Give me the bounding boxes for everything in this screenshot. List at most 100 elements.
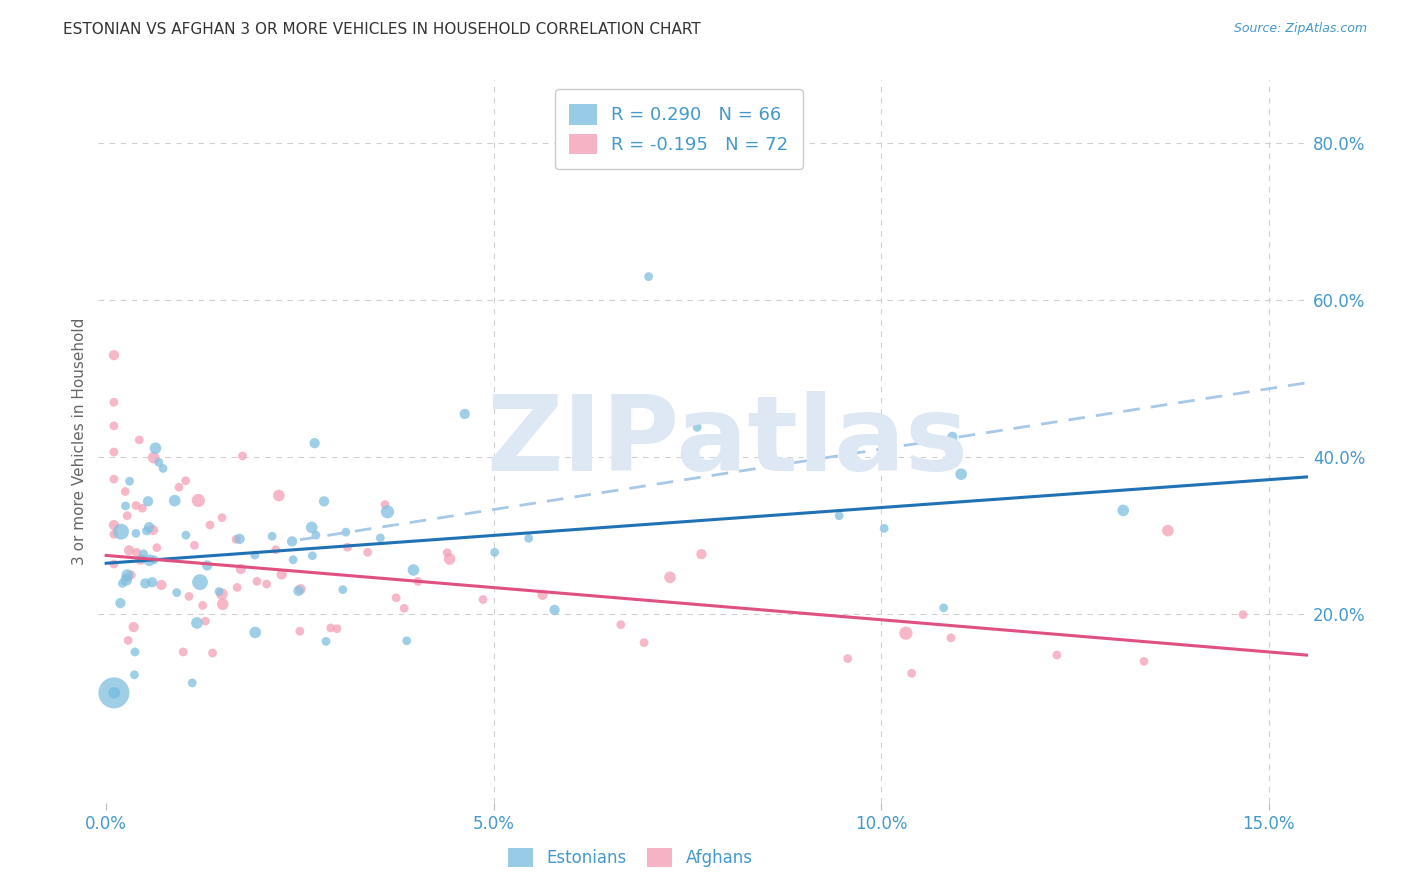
Point [939, 631, 962, 645]
Point [873, 521, 896, 535]
Point [288, 624, 311, 639]
Text: Source: ZipAtlas.com: Source: ZipAtlas.com [1233, 22, 1367, 36]
Point [246, 574, 269, 589]
Point [301, 520, 323, 534]
Text: ZIPatlas: ZIPatlas [486, 391, 969, 492]
Point [406, 574, 429, 589]
Text: ESTONIAN VS AFGHAN 3 OR MORE VEHICLES IN HOUSEHOLD CORRELATION CHART: ESTONIAN VS AFGHAN 3 OR MORE VEHICLES IN… [63, 22, 702, 37]
Point [1157, 524, 1180, 538]
Point [326, 622, 349, 636]
Point [894, 626, 917, 640]
Point [172, 645, 194, 659]
Point [143, 552, 166, 566]
Point [229, 562, 252, 576]
Point [148, 455, 170, 469]
Point [122, 620, 145, 634]
Point [103, 418, 125, 433]
Point [110, 524, 132, 539]
Point [114, 499, 136, 513]
Point [436, 546, 458, 560]
Point [256, 577, 278, 591]
Point [146, 541, 169, 555]
Point [132, 547, 155, 561]
Point [243, 548, 266, 562]
Point [118, 543, 141, 558]
Point [332, 582, 354, 597]
Point [103, 686, 125, 700]
Point [950, 467, 973, 482]
Point [941, 430, 963, 444]
Point [226, 581, 249, 595]
Point [686, 420, 709, 434]
Point [211, 597, 233, 611]
Point [174, 528, 197, 542]
Point [124, 667, 146, 681]
Point [118, 474, 141, 488]
Point [374, 498, 396, 512]
Point [124, 645, 146, 659]
Point [129, 553, 152, 567]
Point [610, 617, 633, 632]
Point [142, 450, 165, 465]
Point [287, 583, 309, 598]
Point [135, 524, 157, 538]
Point [225, 532, 247, 546]
Point [125, 545, 148, 559]
Point [385, 591, 408, 605]
Point [145, 441, 167, 455]
Point [138, 520, 160, 534]
Point [186, 615, 208, 630]
Point [103, 518, 125, 533]
Point [392, 601, 415, 615]
Point [211, 587, 233, 601]
Point [633, 635, 655, 649]
Point [111, 576, 134, 591]
Point [103, 686, 125, 700]
Point [142, 523, 165, 537]
Point [270, 567, 292, 582]
Point [166, 585, 188, 599]
Point [117, 568, 139, 582]
Point [103, 472, 125, 486]
Point [1133, 655, 1156, 669]
Point [198, 518, 221, 533]
Point [281, 552, 304, 566]
Point [117, 570, 139, 584]
Point [128, 433, 150, 447]
Point [194, 614, 217, 628]
Point [152, 461, 174, 475]
Point [472, 592, 495, 607]
Point [183, 538, 205, 552]
Point [454, 407, 477, 421]
Point [103, 527, 125, 541]
Point [315, 634, 337, 648]
Point [134, 576, 156, 591]
Point [103, 445, 125, 459]
Point [174, 474, 197, 488]
Point [138, 553, 160, 567]
Point [637, 269, 659, 284]
Point [312, 494, 335, 508]
Point [290, 582, 312, 597]
Point [690, 547, 713, 561]
Point [195, 558, 218, 573]
Point [1112, 503, 1135, 517]
Point [837, 651, 859, 665]
Point [1232, 607, 1254, 622]
Point [370, 531, 392, 545]
Point [177, 590, 200, 604]
Point [900, 666, 922, 681]
Point [181, 676, 204, 690]
Point [103, 686, 125, 700]
Point [131, 552, 153, 566]
Point [484, 545, 506, 559]
Point [103, 686, 125, 700]
Point [377, 505, 399, 519]
Point [659, 570, 682, 584]
Point [231, 449, 253, 463]
Point [187, 493, 209, 508]
Point [517, 532, 540, 546]
Point [395, 633, 418, 648]
Point [228, 532, 250, 546]
Point [357, 545, 380, 559]
